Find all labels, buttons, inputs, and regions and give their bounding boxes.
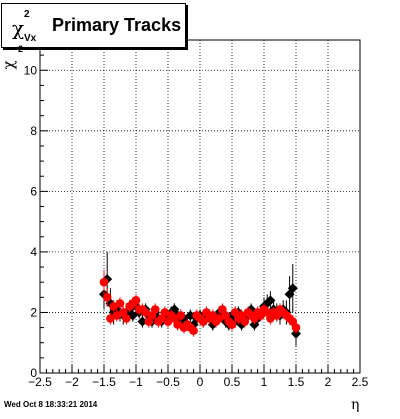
y-tick-label: 2 — [30, 305, 37, 319]
data-point-circle — [99, 277, 109, 287]
data-point-circle — [106, 314, 115, 323]
data-point-circle — [115, 299, 125, 308]
data-point-circle — [240, 317, 250, 326]
data-point-circle — [112, 311, 122, 320]
data-point-circle — [227, 320, 237, 329]
x-tick-label: −1 — [129, 375, 143, 389]
x-tick-label: −1.5 — [92, 375, 116, 389]
data-point-circle — [109, 302, 118, 311]
data-point-circle — [102, 293, 112, 302]
data-point-circle — [189, 326, 198, 335]
data-point-circle — [141, 308, 150, 317]
y-axis-label-symbol: χ — [0, 60, 18, 70]
x-tick-label: 1.5 — [288, 375, 305, 389]
title-symbol: χ — [12, 16, 25, 40]
chart-title: Primary Tracks — [52, 15, 182, 35]
x-tick-label: 0.5 — [224, 375, 241, 389]
y-axis-label-superscript: 2 — [18, 44, 24, 54]
y-axis-label: 2 χ — [0, 44, 26, 84]
x-tick-label: −0.5 — [156, 375, 180, 389]
footer-timestamp: Wed Oct 8 18:33:21 2014 — [4, 400, 98, 409]
x-axis-label: η — [351, 397, 360, 413]
data-point-circle — [160, 308, 170, 317]
x-tick-label: 1 — [261, 375, 268, 389]
x-tick-label: −2 — [65, 375, 79, 389]
data-point-circle — [122, 314, 131, 323]
data-point-circle — [131, 296, 141, 305]
y-tick-label: 10 — [24, 63, 38, 77]
data-point-diamond — [287, 283, 298, 294]
data-point-circle — [214, 314, 224, 323]
title-box: χ 2 Vx Primary Tracks — [1, 3, 186, 48]
y-tick-label: 0 — [30, 366, 37, 380]
y-tick-label: 6 — [30, 184, 37, 198]
x-tick-label: 0 — [197, 375, 204, 389]
y-tick-label: 8 — [30, 124, 37, 138]
data-point-circle — [173, 320, 182, 329]
title-subscript: Vx — [24, 33, 37, 44]
x-tick-label: 2 — [325, 375, 332, 389]
data-point-diamond — [137, 316, 148, 327]
data-point-circle — [198, 317, 208, 326]
data-point-circle — [150, 305, 160, 314]
data-point-circle — [176, 311, 186, 320]
y-tick-label: 4 — [30, 245, 37, 259]
data-point-diamond — [265, 295, 276, 306]
x-tick-label: 2.5 — [352, 375, 369, 389]
title-superscript: 2 — [24, 9, 30, 20]
x-tick-label: −2.5 — [28, 375, 52, 389]
data-point-circle — [291, 323, 301, 332]
